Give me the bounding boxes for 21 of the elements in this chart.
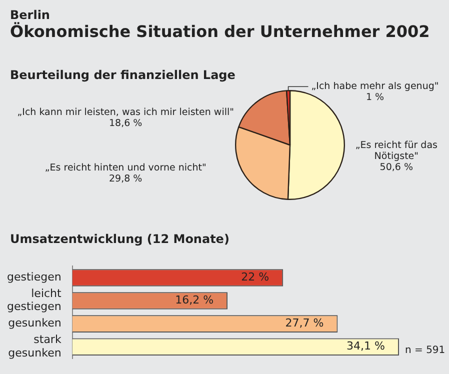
data-label: 27,7 %	[285, 316, 324, 330]
chart-title: Umsatzentwicklung (12 Monate)	[10, 232, 230, 246]
slice-label: „Ich kann mir leisten, was ich mir leisten will"	[17, 106, 234, 118]
y-tick-label: gesunken	[8, 316, 62, 330]
data-label: 34,1 %	[346, 340, 385, 353]
y-tick-label: gestiegen	[6, 270, 62, 284]
slice-label: „Es reicht hinten und vorne nicht"	[44, 162, 206, 174]
data-label: 18,6 %	[109, 118, 142, 129]
data-label: 1 %	[366, 92, 384, 104]
text: n = 591	[405, 344, 446, 356]
text: Berlin	[10, 8, 50, 22]
chart-title: Beurteilung der finanziellen Lage	[10, 68, 236, 82]
y-tick-label: leicht gestiegen	[6, 287, 62, 314]
data-label: 29,8 %	[109, 173, 142, 184]
text: Ökonomische Situation der Unternehmer 2002	[10, 22, 430, 41]
data-label: 16,2 %	[175, 294, 214, 307]
slice-label: „Es reicht für das Nötigste"	[355, 140, 438, 162]
data-label: 22 %	[241, 270, 270, 284]
data-label: 50,6 %	[380, 162, 413, 173]
y-tick-label: stark gesunken	[8, 333, 62, 360]
slice-label: „Ich habe mehr als genug"	[311, 81, 439, 92]
